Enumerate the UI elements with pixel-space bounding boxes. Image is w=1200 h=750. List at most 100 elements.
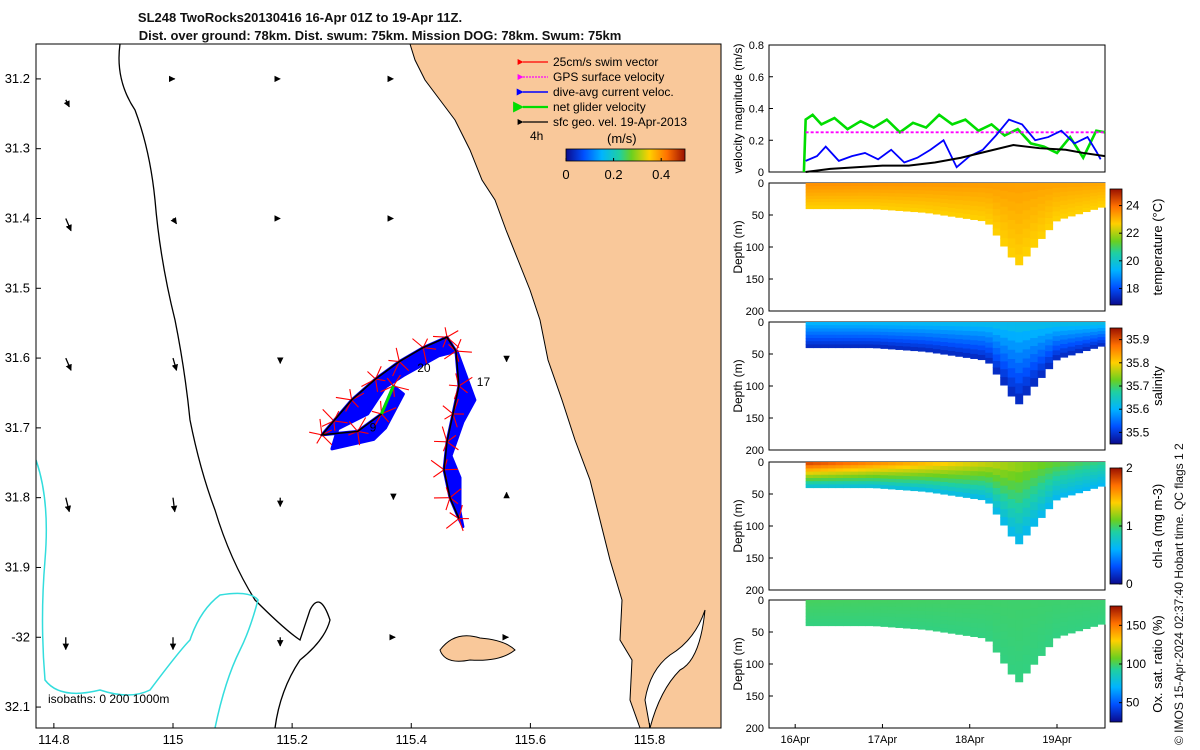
section-cell bbox=[1022, 654, 1031, 665]
section-cell bbox=[1030, 600, 1039, 609]
section-cell bbox=[887, 199, 896, 204]
section-cell bbox=[985, 600, 994, 606]
section-cell bbox=[977, 326, 986, 332]
section-cell bbox=[1052, 187, 1061, 193]
map-colorbar bbox=[565, 148, 686, 162]
velocity-series-line bbox=[805, 118, 1102, 169]
section-cell bbox=[873, 325, 881, 329]
section-cell bbox=[932, 619, 941, 624]
section-cell bbox=[835, 600, 844, 604]
section-cell bbox=[820, 205, 829, 210]
section-cell bbox=[910, 472, 919, 477]
swim-vector bbox=[449, 488, 462, 499]
section-cell bbox=[880, 603, 889, 608]
section-cell bbox=[895, 600, 904, 604]
section-cell bbox=[1030, 239, 1039, 248]
section-cell bbox=[1030, 346, 1039, 355]
section-cell bbox=[1052, 201, 1061, 208]
section-cell bbox=[955, 334, 964, 340]
section-cell bbox=[970, 489, 979, 495]
section-cell bbox=[828, 622, 837, 627]
section-cell bbox=[1030, 370, 1039, 379]
swim-vector bbox=[455, 350, 472, 353]
section-cell bbox=[835, 465, 844, 469]
section-cell bbox=[858, 331, 867, 336]
swim-vector bbox=[375, 378, 386, 382]
net-glider-velocity-segment bbox=[380, 385, 395, 415]
section-cell bbox=[947, 187, 956, 192]
section-cell bbox=[1097, 480, 1106, 484]
section-cell bbox=[1052, 340, 1061, 347]
section-cell bbox=[947, 604, 956, 609]
section-cell bbox=[805, 481, 814, 485]
map-x-tick-label: 115 bbox=[163, 732, 184, 747]
section-cell bbox=[1067, 600, 1076, 605]
section-cell bbox=[843, 462, 852, 466]
section-cell bbox=[1075, 623, 1084, 628]
section-cell bbox=[1022, 331, 1031, 341]
section-cell bbox=[843, 195, 852, 200]
section-cell bbox=[1097, 198, 1106, 202]
section-cell bbox=[917, 329, 926, 334]
section-colorbar-tick-label: 1 bbox=[1126, 519, 1133, 533]
section-cell bbox=[1097, 462, 1106, 466]
section-cell bbox=[992, 632, 1001, 640]
section-cell bbox=[828, 192, 837, 197]
section-cell bbox=[1045, 356, 1054, 364]
section-cell bbox=[970, 609, 979, 615]
section-cell bbox=[962, 352, 971, 358]
section-cell bbox=[1090, 613, 1099, 617]
section-cell bbox=[1090, 189, 1099, 194]
section-cell bbox=[962, 339, 971, 345]
section-cell bbox=[820, 344, 829, 349]
section-cell bbox=[873, 603, 881, 607]
section-cell bbox=[955, 466, 964, 472]
section-cell bbox=[955, 479, 964, 484]
section-y-tick-label: 50 bbox=[752, 489, 764, 501]
glider-track: 20 17 9 bbox=[309, 327, 490, 532]
section-cell bbox=[1030, 215, 1039, 224]
section-cell bbox=[887, 325, 896, 330]
section-cell bbox=[1022, 507, 1031, 518]
section-cell bbox=[1067, 608, 1076, 613]
section-cell bbox=[820, 478, 829, 482]
coastline bbox=[409, 44, 641, 728]
section-cell bbox=[850, 202, 859, 206]
section-cell bbox=[1022, 636, 1031, 647]
section-cell bbox=[932, 481, 941, 486]
section-cell bbox=[917, 186, 926, 191]
section-cell bbox=[880, 471, 889, 476]
section-cell bbox=[902, 465, 911, 470]
section-cell bbox=[1000, 369, 1009, 378]
section-cell bbox=[992, 619, 1001, 627]
section-cell bbox=[805, 199, 814, 203]
section-cell bbox=[970, 600, 979, 606]
section-cell bbox=[813, 609, 822, 614]
section-cell bbox=[932, 183, 941, 188]
section-cell bbox=[902, 462, 911, 467]
section-cell bbox=[1060, 187, 1069, 193]
section-colorbar-tick-label: 35.8 bbox=[1126, 356, 1150, 370]
section-cell bbox=[813, 603, 822, 607]
section-cell bbox=[1082, 469, 1091, 474]
section-cell bbox=[843, 205, 852, 210]
section-cell bbox=[1000, 485, 1009, 495]
section-cell bbox=[843, 478, 852, 482]
section-cell bbox=[1015, 472, 1024, 483]
section-cell bbox=[925, 197, 934, 203]
velocity-y-tick-label: 0.4 bbox=[749, 104, 764, 116]
section-cell bbox=[850, 186, 859, 190]
section-cell bbox=[985, 497, 994, 504]
section-cell bbox=[1037, 363, 1046, 372]
section-cell bbox=[880, 478, 889, 483]
section-cell bbox=[843, 606, 852, 611]
section-cell bbox=[925, 614, 934, 620]
section-cell bbox=[947, 486, 956, 492]
section-cell bbox=[1022, 627, 1031, 637]
section-cell bbox=[992, 367, 1001, 375]
section-cell bbox=[828, 341, 837, 345]
section-cell bbox=[895, 462, 904, 466]
section-cell bbox=[1075, 465, 1084, 471]
section-cell bbox=[917, 607, 926, 612]
section-colorbar-tick-label: 22 bbox=[1126, 226, 1140, 240]
